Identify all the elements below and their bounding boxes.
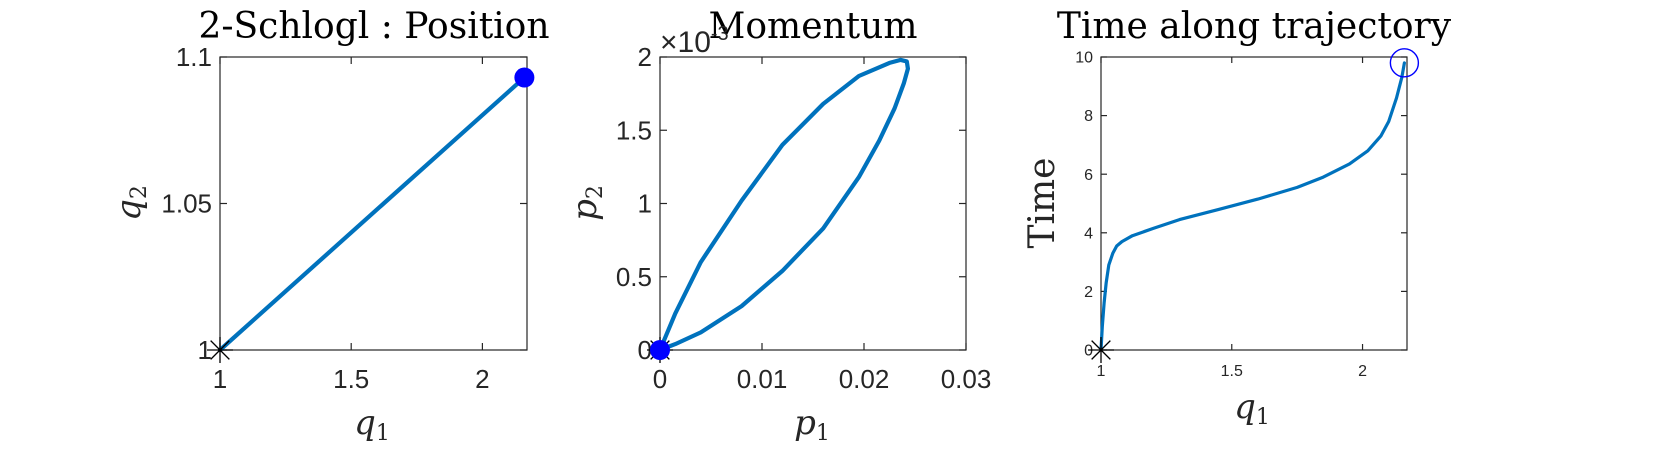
panel-momentum-y-ticks: 0 0.5 1 1.5 2 <box>616 42 966 365</box>
y-tick-label: 2 <box>1084 284 1093 301</box>
x-tick-label: 1 <box>213 364 227 394</box>
panel-time-title: Time along trajectory <box>1057 6 1452 47</box>
end-marker-filled-circle <box>650 340 670 360</box>
x-tick-label: 0 <box>653 364 667 394</box>
panel-momentum-data <box>647 57 911 363</box>
y-tick-label: 0.5 <box>616 262 652 292</box>
panel-position-y-ticks: 1 1.05 1.1 <box>161 42 527 365</box>
x-tick-label: 1.5 <box>1221 363 1243 380</box>
series-line <box>657 57 911 353</box>
panel-momentum-y-label: p2 <box>565 185 608 221</box>
end-marker-open-circle <box>1389 48 1420 78</box>
y-tick-label: 2 <box>638 42 652 72</box>
x-tick-label: 2 <box>1358 363 1367 380</box>
panel-momentum-axes-box <box>659 56 967 351</box>
panel-time-x-label: q1 <box>1234 387 1270 430</box>
x-tick-label: 0.03 <box>941 364 992 394</box>
panel-position-x-ticks: 1 1.5 2 <box>213 57 490 394</box>
y-tick-label: 6 <box>1084 167 1093 184</box>
end-marker-filled-circle <box>514 67 535 88</box>
panel-position-title: 2-Schlogl : Position <box>198 6 549 47</box>
panel-momentum-x-ticks: 0 0.01 0.02 0.03 <box>653 57 992 394</box>
y-tick-label: 0 <box>638 335 652 365</box>
y-tick-label: 1.5 <box>616 115 652 145</box>
panel-position-x-label: q1 <box>354 403 390 446</box>
x-tick-label: 2 <box>475 364 489 394</box>
panel-time-axes-box <box>1100 56 1408 351</box>
panel-position: 2-Schlogl : Position 1 1.5 2 11.051.1 q1 q… <box>109 6 550 446</box>
panel-momentum: Momentum ×10-3 0 0.01 0.02 0.03 0 0.5 1 1.5 2 p… <box>565 6 991 446</box>
x-tick-label: 1.5 <box>333 364 369 394</box>
panel-momentum-title: Momentum <box>709 6 918 47</box>
panel-position-y-label: q2 <box>109 185 152 221</box>
y-tick-label: 0 <box>1084 343 1093 360</box>
panel-momentum-x-label: p1 <box>794 403 830 446</box>
y-tick-label: 1.1 <box>176 42 212 72</box>
start-marker-asterisk <box>207 337 233 363</box>
x-tick-label: 0.01 <box>737 364 788 394</box>
y-tick-label: 1 <box>198 335 212 365</box>
panel-time-x-ticks: 1 1.5 2 <box>1097 57 1367 380</box>
panel-time-data <box>1088 48 1420 363</box>
series-line <box>217 75 527 353</box>
panel-time-y-label: Time <box>1022 158 1063 249</box>
series-line <box>1099 61 1407 352</box>
y-tick-label: 1 <box>638 189 652 219</box>
y-tick-label: 8 <box>1084 108 1093 125</box>
y-tick-label: 10 <box>1075 50 1093 67</box>
x-tick-label: 1 <box>1097 363 1106 380</box>
y-tick-label: 1.05 <box>161 189 212 219</box>
start-marker-asterisk <box>1088 337 1114 363</box>
y-tick-label: 4 <box>1084 225 1093 242</box>
panel-momentum-exponent: ×10-3 <box>660 23 729 59</box>
panel-position-data <box>207 67 535 363</box>
x-tick-label: 0.02 <box>839 364 890 394</box>
